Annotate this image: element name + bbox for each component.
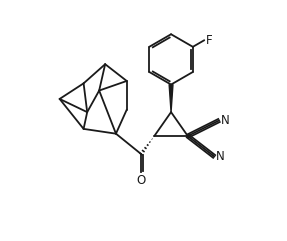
Text: O: O — [137, 174, 146, 187]
Polygon shape — [169, 85, 173, 112]
Text: F: F — [205, 34, 212, 47]
Text: N: N — [221, 114, 229, 127]
Text: N: N — [216, 150, 225, 163]
